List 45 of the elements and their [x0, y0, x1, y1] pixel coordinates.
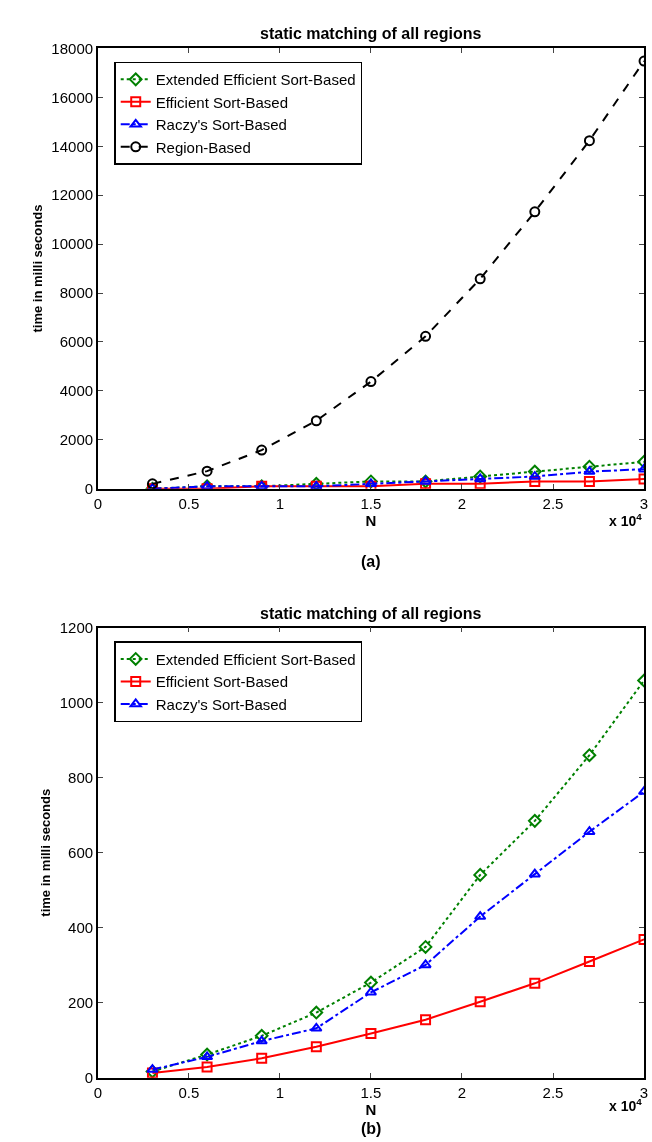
y-tick-label: 0: [84, 480, 94, 497]
legend-label: Raczy's Sort-Based: [155, 695, 287, 713]
y-axis-title: time in milli seconds: [38, 788, 54, 917]
x-tick-label: 1.5: [360, 494, 382, 512]
legend-label: Region-Based: [155, 138, 251, 156]
legend-label: Raczy's Sort-Based: [155, 116, 287, 134]
legend-label: Efficient Sort-Based: [155, 673, 289, 691]
y-tick-label: 800: [68, 768, 94, 786]
x-tick-label: 2: [457, 494, 467, 512]
x-tick-label: 0.5: [178, 494, 200, 512]
x-tick-label: 2.5: [542, 1083, 564, 1101]
x-tick-label: 2.5: [542, 494, 564, 512]
y-tick-label: 4000: [59, 382, 94, 400]
chart-title: static matching of all regions: [260, 605, 482, 622]
text: x 10$^{4}$: [609, 1096, 643, 1114]
x-axis-title: N: [365, 1100, 377, 1118]
text: (b): [361, 1120, 382, 1137]
x-tick-label: 0.5: [178, 1083, 200, 1101]
text: x 10$^{4}$: [609, 511, 643, 529]
text: (a): [361, 553, 381, 570]
y-tick-label: 2000: [59, 431, 94, 449]
y-tick-label: 8000: [59, 284, 94, 302]
y-tick-label: 12000: [51, 186, 94, 204]
legend-label: Extended Efficient Sort-Based: [155, 71, 356, 89]
x-tick-label: 2: [457, 1083, 467, 1101]
y-tick-label: 400: [68, 919, 94, 937]
x-tick-label: 1.5: [360, 1083, 382, 1101]
y-tick-label: 600: [68, 844, 94, 861]
y-tick-label: 16000: [51, 88, 94, 106]
y-tick-label: 14000: [51, 137, 94, 155]
x-tick-label: 3: [639, 494, 649, 512]
chart-title: static matching of all regions: [260, 25, 482, 42]
y-tick-label: 1000: [59, 693, 94, 711]
x-tick-label: 1: [275, 494, 285, 512]
y-tick-label: 1200: [59, 618, 94, 636]
y-axis-title: time in milli seconds: [29, 204, 45, 333]
legend-label: Extended Efficient Sort-Based: [155, 650, 356, 668]
y-tick-label: 200: [68, 994, 94, 1012]
y-tick-label: 18000: [51, 39, 94, 57]
y-tick-label: 0: [84, 1069, 94, 1087]
x-axis-title: N: [365, 511, 377, 529]
legend-label: Efficient Sort-Based: [155, 93, 289, 111]
y-tick-label: 10000: [51, 235, 94, 253]
y-tick-label: 6000: [59, 333, 94, 351]
x-tick-label: 1: [275, 1083, 285, 1101]
